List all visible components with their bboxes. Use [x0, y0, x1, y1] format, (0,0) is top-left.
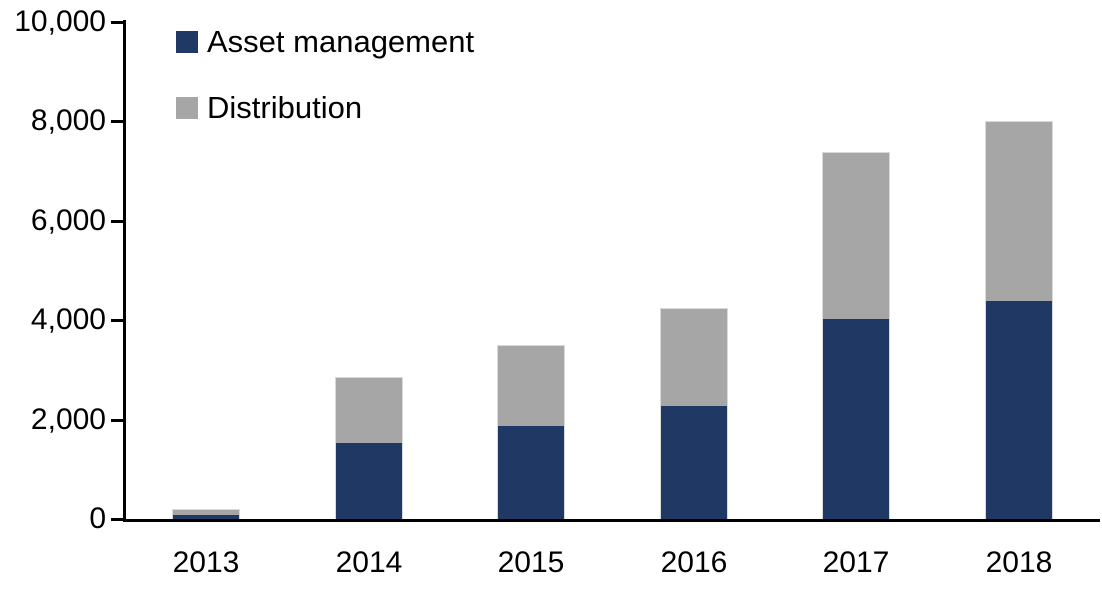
y-tick-label: 0: [89, 502, 106, 535]
bar-group-2018: [985, 121, 1053, 519]
bar-segment-asset-management: [986, 300, 1052, 519]
bar-segment-asset-management: [661, 405, 727, 519]
bar-segment-distribution: [661, 309, 727, 406]
bar-segment-distribution: [336, 378, 402, 443]
x-tick-label: 2015: [497, 546, 565, 579]
legend-item-asset-management: Asset management: [176, 24, 475, 59]
bar-group-2016: [660, 308, 728, 519]
y-tick: [111, 518, 125, 521]
bar-group-2013: [172, 509, 240, 519]
x-tick-label: 2017: [822, 546, 890, 579]
bar-group-2014: [335, 377, 403, 519]
bar-segment-distribution: [823, 153, 889, 319]
bar-segment-asset-management: [498, 425, 564, 519]
legend-swatch-asset-management-icon: [176, 30, 198, 53]
y-tick-label: 8,000: [30, 104, 106, 137]
bar-group-2015: [497, 345, 565, 519]
legend-item-distribution: Distribution: [176, 90, 474, 125]
legend: Asset management Distribution: [176, 24, 475, 162]
y-tick-label: 4,000: [30, 303, 106, 336]
bar-segment-distribution: [986, 122, 1052, 301]
y-tick-label: 6,000: [30, 204, 106, 237]
bar-segment-asset-management: [173, 515, 239, 519]
x-axis-line: [123, 519, 1100, 522]
bar-segment-asset-management: [336, 442, 402, 519]
y-tick: [111, 120, 125, 123]
y-tick-label: 2,000: [30, 403, 106, 436]
legend-label-distribution: Distribution: [207, 90, 363, 125]
bar-segment-asset-management: [823, 318, 889, 519]
y-tick: [111, 419, 125, 422]
x-tick-label: 2013: [172, 546, 240, 579]
legend-label-asset-management: Asset management: [207, 24, 475, 59]
y-tick-label: 10,000: [14, 5, 106, 38]
y-tick: [111, 220, 125, 223]
y-tick: [111, 319, 125, 322]
legend-swatch-distribution-icon: [176, 96, 198, 119]
bar-group-2017: [822, 152, 890, 519]
x-tick-label: 2014: [335, 546, 403, 579]
x-tick-label: 2018: [985, 546, 1053, 579]
y-tick: [111, 21, 125, 24]
bar-segment-distribution: [173, 510, 239, 516]
bar-segment-distribution: [498, 346, 564, 426]
x-tick-label: 2016: [660, 546, 728, 579]
y-axis-line: [123, 20, 126, 522]
